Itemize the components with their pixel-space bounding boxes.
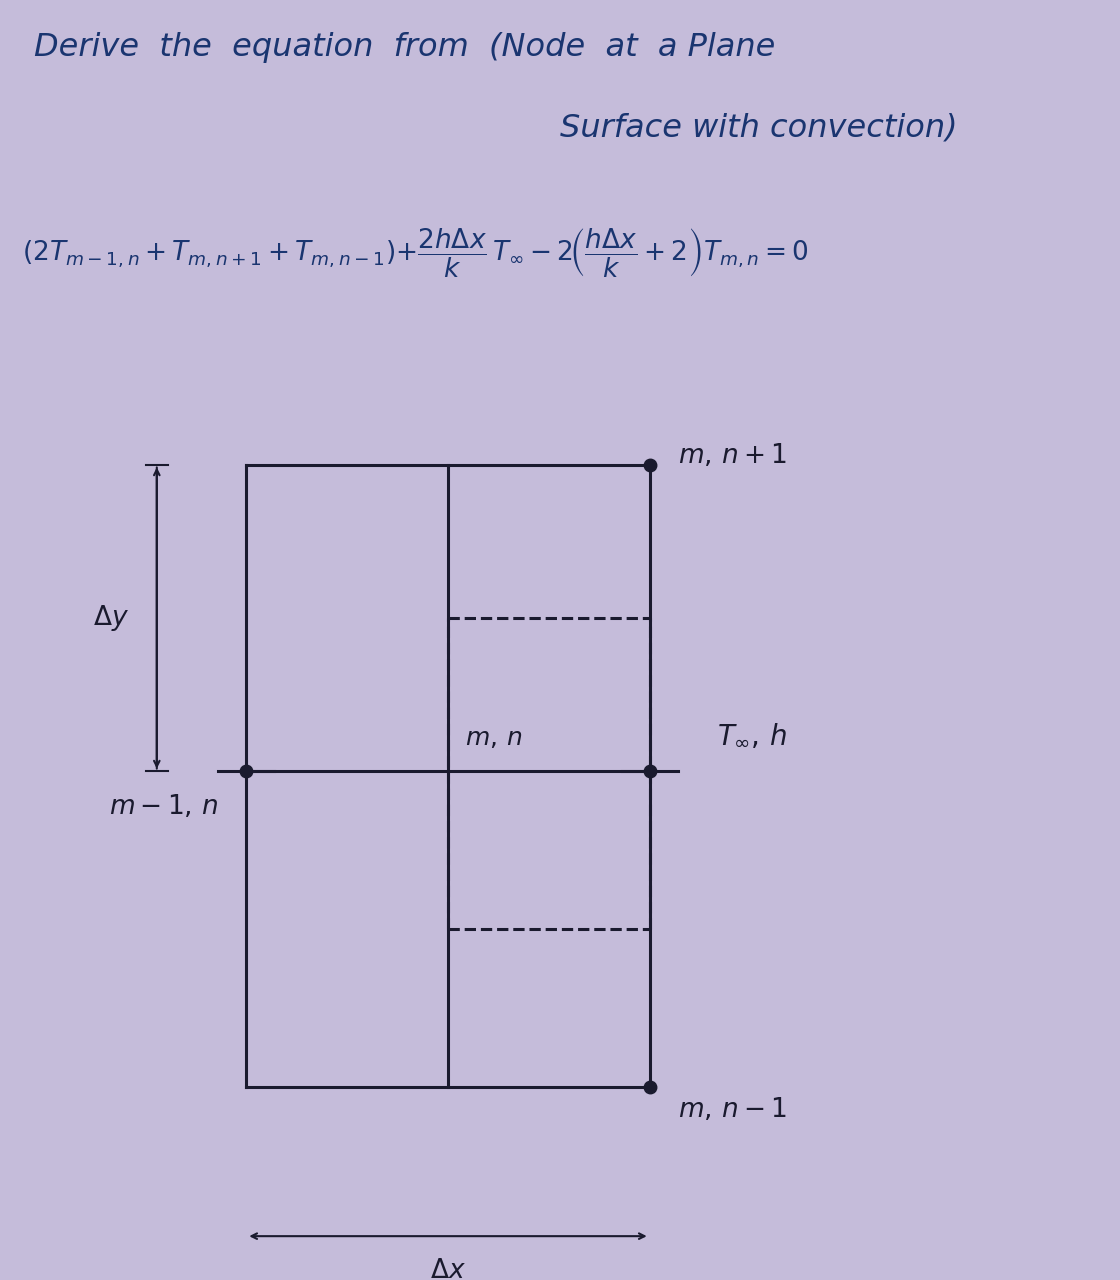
Text: $m,\,n-1$: $m,\,n-1$ [678, 1096, 786, 1123]
Text: $m-1,\,n$: $m-1,\,n$ [109, 794, 218, 820]
Text: $m,\,n+1$: $m,\,n+1$ [678, 443, 786, 470]
Text: $m,\,n$: $m,\,n$ [465, 726, 522, 750]
Text: Derive  the  equation  from  (Node  at  a Plane: Derive the equation from (Node at a Plan… [34, 32, 775, 63]
Text: $\Delta y$: $\Delta y$ [93, 603, 129, 634]
Text: Surface with convection): Surface with convection) [560, 113, 958, 143]
Text: $(2T_{m-1,n} + T_{m,n+1} + T_{m,n-1})$$ + \dfrac{2h\Delta x}{k}\,T_{\infty} - 2\: $(2T_{m-1,n} + T_{m,n+1} + T_{m,n-1})$$ … [22, 225, 809, 279]
Text: $T_{\infty},\,h$: $T_{\infty},\,h$ [717, 722, 787, 750]
Text: $\Delta x$: $\Delta x$ [430, 1258, 466, 1280]
